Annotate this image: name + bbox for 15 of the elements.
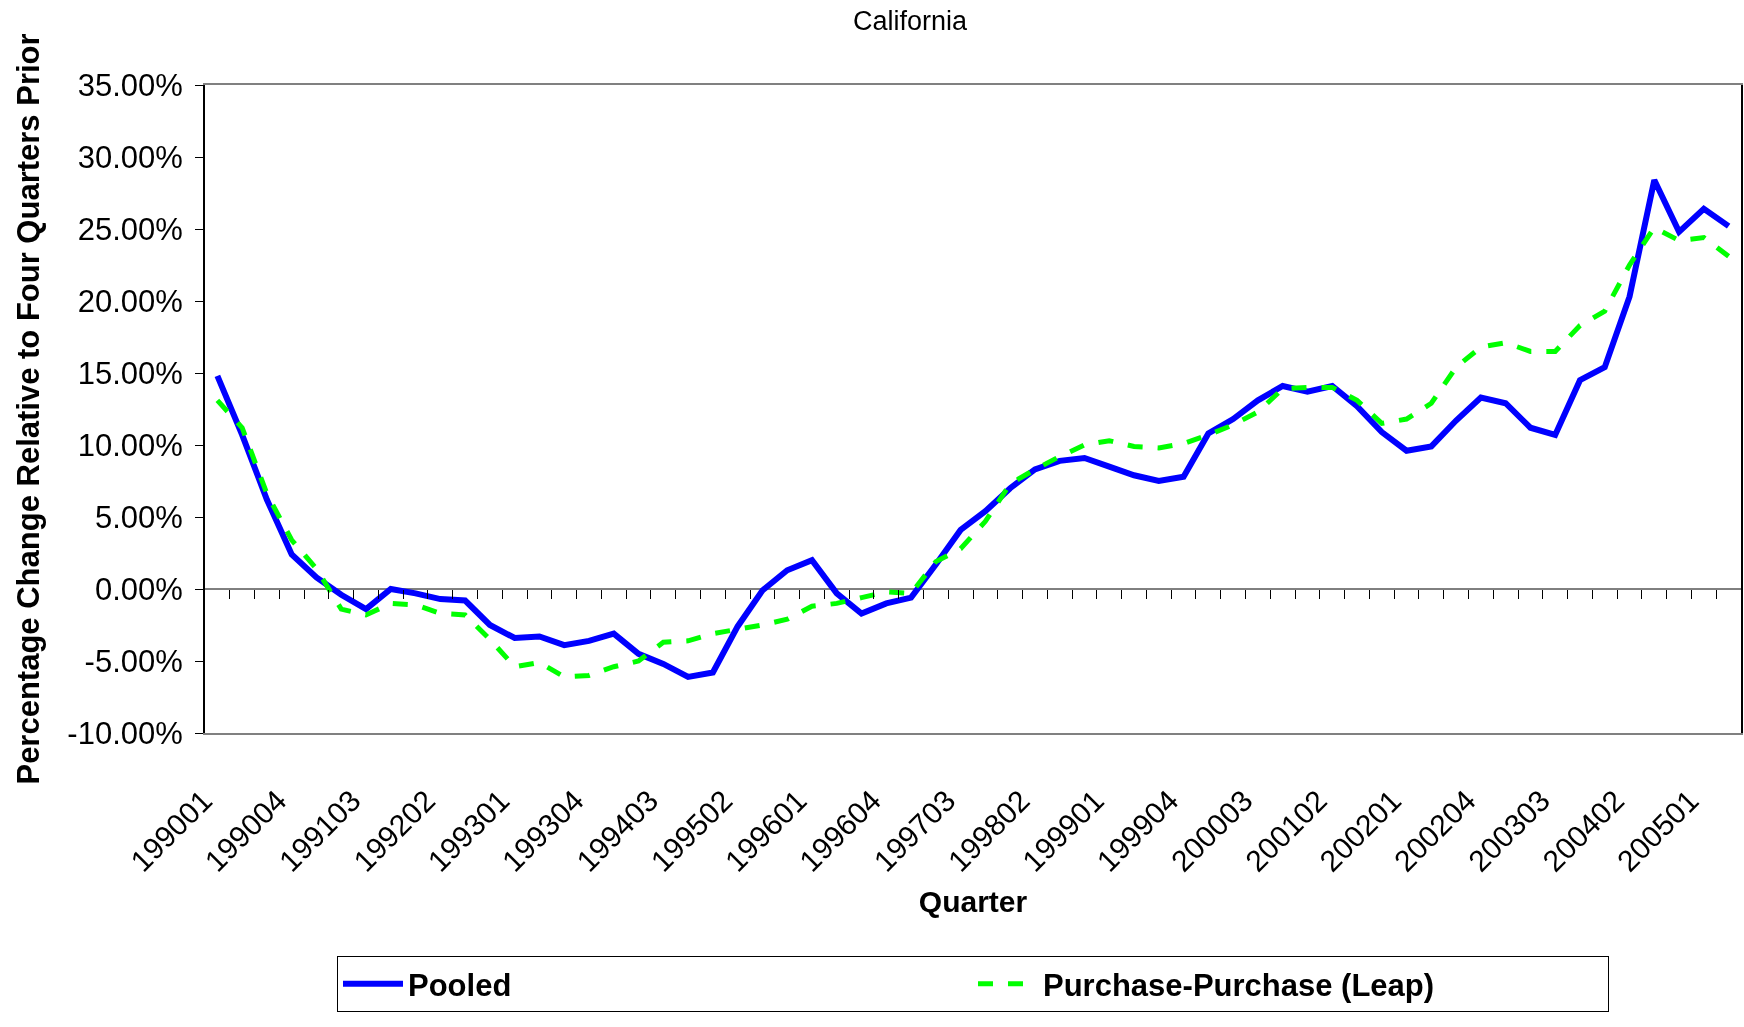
y-tick-label: 5.00% — [94, 499, 183, 535]
y-tick-label: 20.00% — [77, 283, 183, 319]
chart-title: California — [852, 6, 968, 37]
y-tick-label: 10.00% — [77, 427, 183, 463]
y-tick-label: 15.00% — [77, 355, 183, 391]
y-tick-label: -5.00% — [84, 643, 183, 679]
y-tick-label: -10.00% — [67, 715, 183, 751]
legend-label: Purchase-Purchase (Leap) — [1043, 967, 1435, 1003]
y-axis-title: Percentage Change Relative to Four Quarters Prior — [11, 33, 47, 785]
x-axis-title: Quarter — [918, 884, 1028, 918]
y-tick-label: 30.00% — [77, 139, 183, 175]
legend-label: Pooled — [408, 967, 512, 1003]
y-tick-label: 35.00% — [77, 67, 183, 103]
y-tick-label: 0.00% — [94, 571, 183, 607]
y-tick-label: 25.00% — [77, 211, 183, 247]
